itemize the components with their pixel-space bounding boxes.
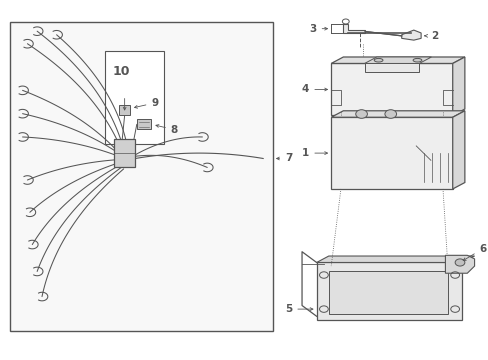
Polygon shape — [330, 57, 464, 63]
Text: 5: 5 — [285, 304, 312, 314]
Text: 9: 9 — [134, 98, 158, 108]
Circle shape — [454, 259, 464, 266]
Bar — [364, 63, 418, 72]
Text: 2: 2 — [424, 31, 437, 41]
Polygon shape — [364, 57, 430, 63]
Bar — [316, 262, 462, 320]
Text: 6: 6 — [462, 243, 486, 261]
Polygon shape — [401, 30, 420, 40]
Bar — [105, 51, 163, 144]
Ellipse shape — [373, 58, 382, 62]
Bar — [330, 117, 452, 189]
Text: 3: 3 — [309, 24, 327, 34]
Text: 8: 8 — [156, 125, 178, 135]
Circle shape — [384, 110, 396, 118]
Bar — [114, 139, 135, 167]
Text: 1: 1 — [302, 148, 327, 158]
Bar — [328, 271, 447, 315]
Text: 7: 7 — [276, 153, 292, 163]
Polygon shape — [452, 111, 464, 189]
Bar — [137, 120, 151, 130]
Polygon shape — [452, 57, 464, 116]
Bar — [119, 105, 130, 116]
Polygon shape — [343, 24, 365, 33]
Text: 10: 10 — [112, 65, 130, 78]
Circle shape — [355, 110, 366, 118]
Polygon shape — [330, 111, 464, 117]
Polygon shape — [316, 256, 474, 262]
Text: 4: 4 — [302, 85, 327, 94]
Ellipse shape — [412, 58, 421, 62]
Polygon shape — [445, 255, 474, 273]
Bar — [330, 63, 452, 116]
Bar — [10, 22, 272, 330]
